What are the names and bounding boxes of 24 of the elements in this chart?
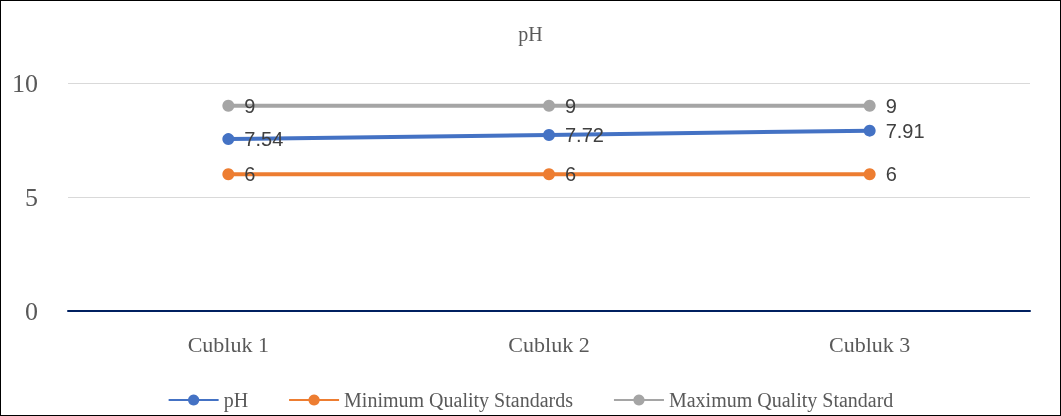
data-label: 6: [885, 163, 897, 186]
data-label: 9: [565, 94, 577, 117]
legend-label: Minimum Quality Standards: [344, 389, 574, 412]
point: [222, 168, 235, 181]
point: [222, 99, 235, 112]
point: [222, 133, 235, 146]
point: [543, 168, 555, 181]
data-label: 9: [244, 94, 256, 117]
y-tick-label: 0: [25, 296, 38, 326]
chart-title: pH: [518, 23, 543, 46]
x-tick-label: Cubluk 1: [187, 331, 269, 357]
legend-label: pH: [223, 389, 249, 412]
x-tick-label: Cubluk 2: [508, 331, 590, 357]
legend-label: Maximum Quality Standard: [668, 389, 894, 412]
point: [543, 99, 555, 112]
point: [543, 128, 555, 141]
y-tick-label: 10: [12, 68, 38, 98]
point: [863, 124, 876, 137]
point: [863, 99, 876, 112]
y-tick-label: 5: [25, 182, 38, 212]
data-label: 7.91: [885, 119, 925, 142]
point: [863, 168, 876, 181]
x-tick-label: Cubluk 3: [829, 331, 911, 357]
data-label: 9: [885, 94, 897, 117]
